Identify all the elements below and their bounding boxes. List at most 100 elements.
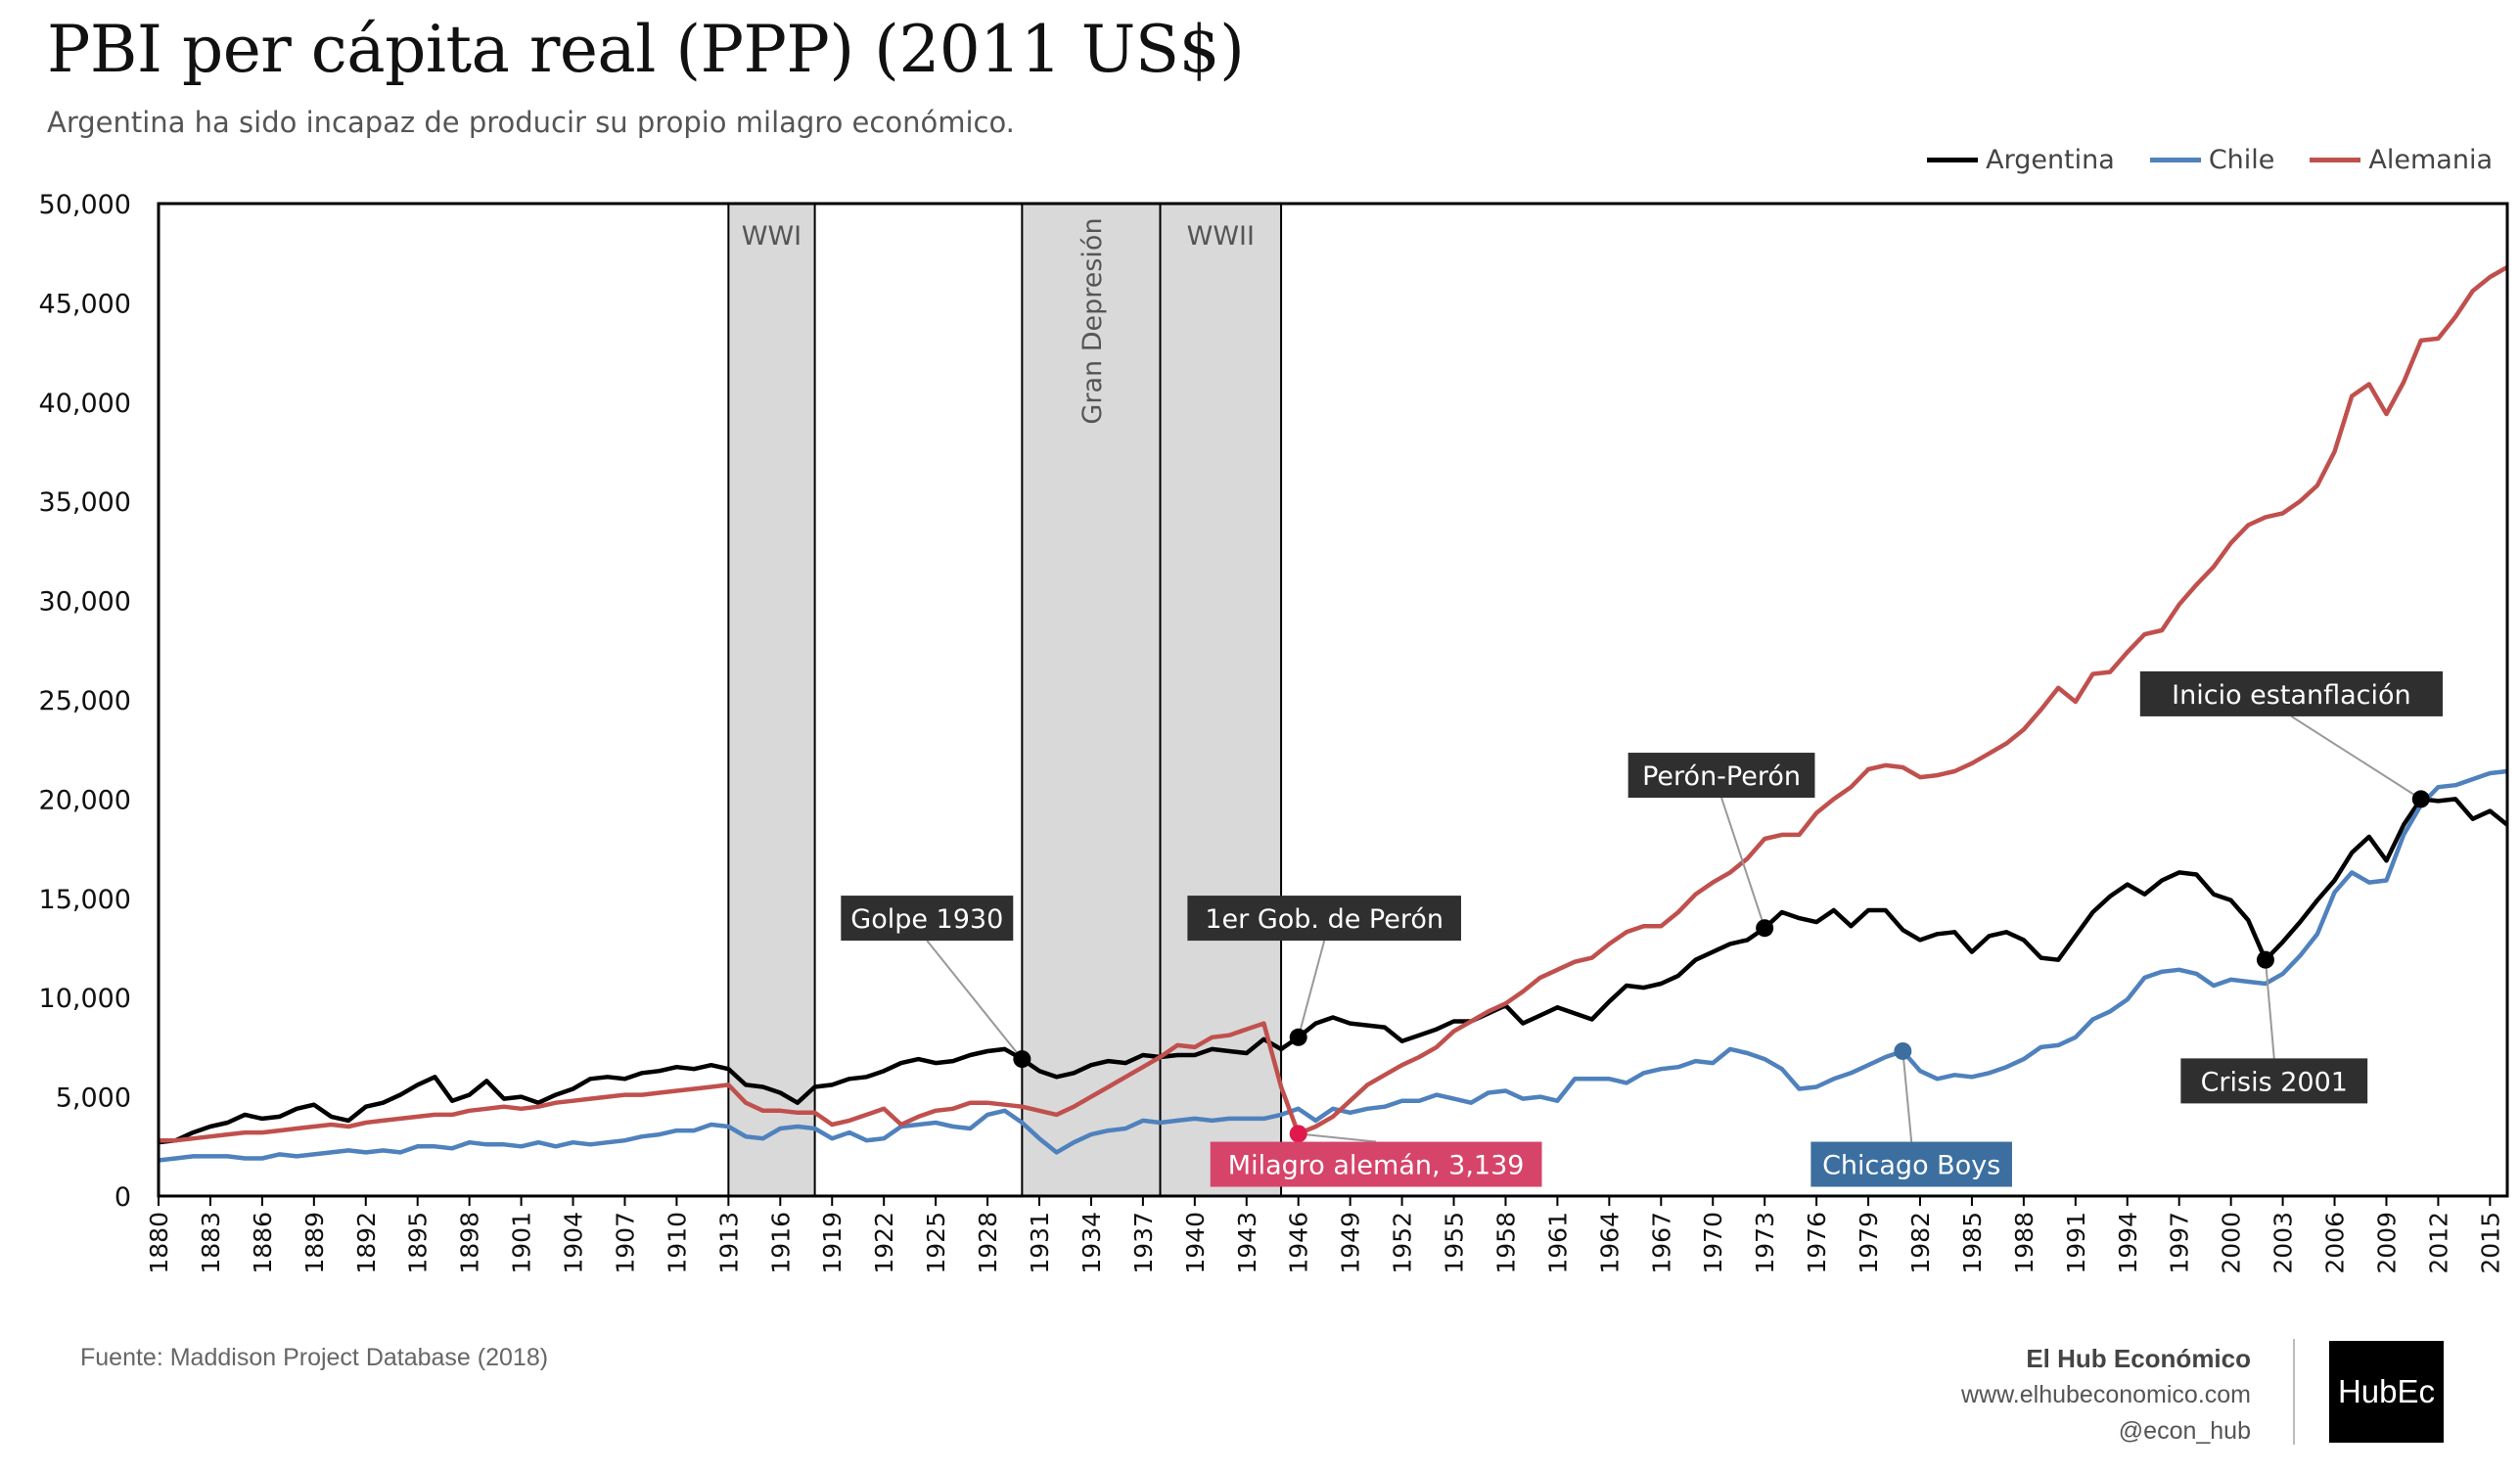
brand-block: El Hub Económico www.elhubeconomico.com … <box>1961 1341 2251 1450</box>
annotation-point-1 <box>1289 1028 1307 1046</box>
chart-title: PBI per cápita real (PPP) (2011 US$) <box>47 12 1245 87</box>
x-tick-label: 1901 <box>508 1212 536 1274</box>
x-tick-label: 1880 <box>145 1212 173 1274</box>
annotation-leader-1 <box>1297 940 1326 1038</box>
legend-swatch-chile <box>2149 158 2201 162</box>
source-note: Fuente: Maddison Project Database (2018) <box>80 1344 549 1371</box>
y-tick-label: 0 <box>115 1182 131 1213</box>
legend-label-argentina: Argentina <box>1986 145 2115 175</box>
x-tick-label: 1937 <box>1129 1212 1158 1274</box>
annotation-leader-2 <box>1720 797 1766 929</box>
brand-divider <box>2293 1339 2295 1445</box>
x-tick-label: 1886 <box>249 1212 277 1274</box>
x-tick-label: 1958 <box>1491 1212 1520 1274</box>
legend-swatch-argentina <box>1927 158 1979 162</box>
x-tick-label: 1955 <box>1441 1212 1469 1274</box>
shaded-period-label-2: WWII <box>1187 221 1255 252</box>
y-tick-label: 35,000 <box>39 487 131 518</box>
x-tick-label: 1952 <box>1389 1212 1417 1274</box>
x-tick-label: 1967 <box>1647 1212 1675 1274</box>
x-tick-label: 1892 <box>352 1212 381 1274</box>
x-tick-label: 1928 <box>974 1212 1002 1274</box>
y-tick-label: 10,000 <box>39 984 131 1014</box>
legend-item-chile: Chile <box>2149 145 2275 175</box>
brand-handle[interactable]: @econ_hub <box>2118 1417 2251 1445</box>
annotation-leader-0 <box>926 940 1024 1060</box>
x-tick-label: 1925 <box>922 1212 950 1274</box>
hubec-logo: HubEc <box>2329 1341 2444 1443</box>
x-tick-label: 1907 <box>611 1212 639 1274</box>
gdp-line-chart: WWI Gran Depresión WWII 0 5,000 10,000 15,000 2… <box>39 190 2509 1274</box>
legend-swatch-alemania <box>2310 158 2361 162</box>
x-tick-label: 1946 <box>1285 1212 1313 1274</box>
x-tick-label: 1976 <box>1803 1212 1831 1274</box>
x-tick-label: 1898 <box>456 1212 484 1274</box>
legend-item-alemania: Alemania <box>2310 145 2493 175</box>
brand-url[interactable]: www.elhubeconomico.com <box>1961 1381 2251 1408</box>
annotation-point-4 <box>2256 950 2274 969</box>
annotation-point-0 <box>1013 1050 1031 1069</box>
x-tick-label: 2000 <box>2218 1212 2246 1274</box>
x-tick-label: 1916 <box>766 1212 795 1274</box>
x-tick-label: 1934 <box>1077 1212 1106 1274</box>
annotation-box-3 <box>2139 670 2444 716</box>
annotation-box-0 <box>841 896 1014 942</box>
plot-frame <box>157 202 2509 1198</box>
y-tick-label: 5,000 <box>56 1083 131 1114</box>
shaded-period-1 <box>1021 203 1162 1197</box>
annotation-box-2 <box>1627 753 1815 799</box>
shaded-period-label-1: Gran Depresión <box>1077 217 1108 424</box>
y-tick-label: 40,000 <box>39 389 131 419</box>
annotation-label-2: Perón-Perón <box>1642 761 1801 792</box>
annotation-leader-3 <box>2290 715 2422 801</box>
annotation-box-5 <box>1210 1141 1542 1187</box>
legend: Argentina Chile Alemania <box>1927 145 2493 175</box>
x-tick-label: 1949 <box>1337 1212 1365 1274</box>
x-tick-label: 1883 <box>197 1212 225 1274</box>
annotation-leader-5 <box>1298 1132 1377 1143</box>
x-tick-label: 2012 <box>2424 1212 2452 1274</box>
annotation-label-6: Chicago Boys <box>1822 1151 2000 1181</box>
brand-name: El Hub Económico <box>2026 1344 2251 1373</box>
annotation-label-3: Inicio estanflación <box>2172 680 2410 711</box>
x-tick-label: 2015 <box>2476 1212 2504 1274</box>
x-tick-label: 1988 <box>2010 1212 2039 1274</box>
legend-label-chile: Chile <box>2208 145 2275 175</box>
x-tick-label: 1964 <box>1595 1212 1624 1274</box>
x-tick-label: 1997 <box>2166 1212 2194 1274</box>
shaded-period-0 <box>727 203 816 1197</box>
legend-label-alemania: Alemania <box>2368 145 2493 175</box>
x-tick-label: 1961 <box>1543 1212 1572 1274</box>
series-line-argentina <box>158 797 2509 1145</box>
annotation-label-0: Golpe 1930 <box>850 904 1003 935</box>
annotation-leader-6 <box>1901 1050 1913 1142</box>
y-tick-label: 25,000 <box>39 686 131 716</box>
annotation-point-3 <box>2411 790 2430 808</box>
x-tick-label: 2003 <box>2269 1212 2298 1274</box>
x-tick-label: 1982 <box>1906 1212 1935 1274</box>
x-tick-label: 2006 <box>2321 1212 2350 1274</box>
x-tick-label: 1940 <box>1181 1212 1210 1274</box>
x-tick-label: 1973 <box>1751 1212 1779 1274</box>
x-tick-label: 1979 <box>1855 1212 1883 1274</box>
x-tick-label: 1970 <box>1699 1212 1727 1274</box>
legend-item-argentina: Argentina <box>1927 145 2115 175</box>
x-tick-label: 1895 <box>404 1212 433 1274</box>
y-tick-label: 30,000 <box>39 587 131 618</box>
annotation-box-4 <box>2180 1058 2368 1104</box>
series-line-chile <box>158 768 2508 1163</box>
shaded-period-label-0: WWI <box>742 221 802 252</box>
annotation-point-5 <box>1289 1125 1307 1143</box>
annotation-point-6 <box>1894 1041 1912 1060</box>
x-tick-label: 1922 <box>870 1212 898 1274</box>
annotation-leader-4 <box>2264 959 2275 1059</box>
x-tick-label: 1910 <box>663 1212 691 1274</box>
x-tick-label: 1943 <box>1233 1212 1261 1274</box>
x-tick-label: 1889 <box>300 1212 329 1274</box>
annotation-box-6 <box>1810 1141 2012 1187</box>
y-tick-label: 15,000 <box>39 885 131 915</box>
annotation-label-4: Crisis 2001 <box>2201 1067 2348 1097</box>
annotation-point-2 <box>1756 919 1774 938</box>
x-tick-label: 1985 <box>1958 1212 1987 1274</box>
x-tick-label: 1991 <box>2062 1212 2090 1274</box>
